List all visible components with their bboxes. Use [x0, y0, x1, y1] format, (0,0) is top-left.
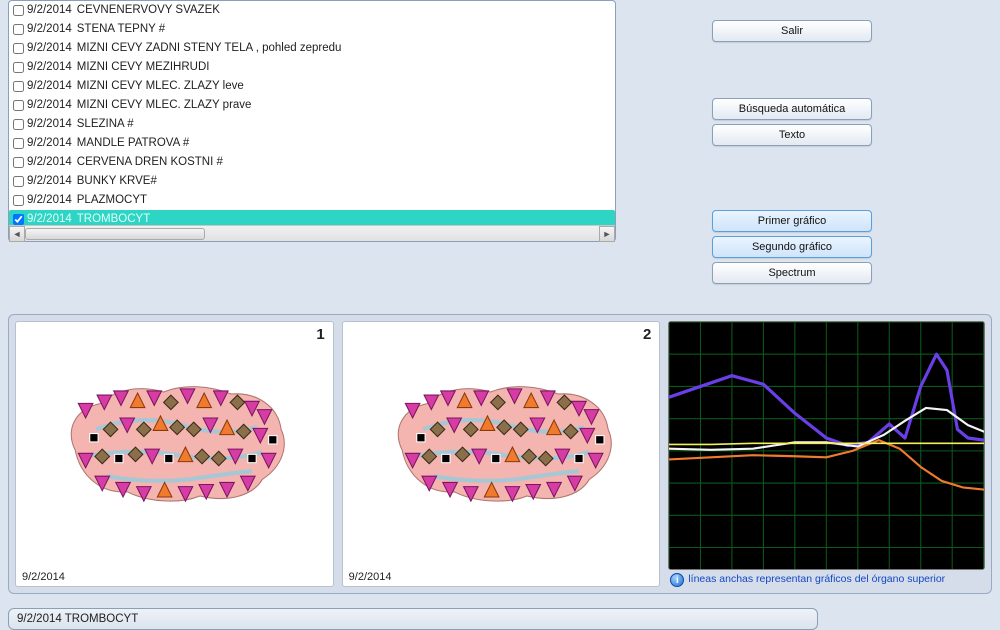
- row-date: 9/2/2014: [27, 40, 72, 57]
- row-date: 9/2/2014: [27, 211, 72, 225]
- scroll-left-arrow[interactable]: ◄: [9, 226, 25, 242]
- row-checkbox[interactable]: [13, 214, 24, 225]
- row-checkbox[interactable]: [13, 176, 24, 187]
- image-card-2[interactable]: 2 9/2/2014: [342, 321, 661, 587]
- row-checkbox[interactable]: [13, 62, 24, 73]
- row-checkbox[interactable]: [13, 43, 24, 54]
- row-date: 9/2/2014: [27, 135, 72, 152]
- row-checkbox[interactable]: [13, 5, 24, 16]
- row-date: 9/2/2014: [27, 21, 72, 38]
- image-date-1: 9/2/2014: [16, 568, 333, 586]
- row-date: 9/2/2014: [27, 97, 72, 114]
- row-checkbox[interactable]: [13, 24, 24, 35]
- row-checkbox[interactable]: [13, 100, 24, 111]
- spectrum-info-row: i líneas anchas representan gráficos del…: [668, 570, 985, 587]
- exit-button[interactable]: Salir: [712, 20, 872, 42]
- scroll-thumb[interactable]: [25, 228, 205, 240]
- results-list[interactable]: 9/2/2014 CEVNENERVOVY SVAZEK 9/2/2014 STENA…: [9, 1, 615, 225]
- list-row[interactable]: 9/2/2014 MANDLE PATROVA #: [9, 134, 615, 153]
- row-date: 9/2/2014: [27, 59, 72, 76]
- image-card-1[interactable]: 1 9/2/2014: [15, 321, 334, 587]
- row-label: STENA TEPNY #: [77, 21, 165, 38]
- organ-image-2: [343, 322, 660, 568]
- graphics-panel: 1 9/2/2014 2 9/2/2014 i líneas anchas re…: [8, 314, 992, 594]
- row-label: MIZNI CEVY MLEC. ZLAZY prave: [77, 97, 252, 114]
- row-checkbox[interactable]: [13, 81, 24, 92]
- row-date: 9/2/2014: [27, 192, 72, 209]
- row-date: 9/2/2014: [27, 2, 72, 19]
- row-date: 9/2/2014: [27, 173, 72, 190]
- scroll-right-arrow[interactable]: ►: [599, 226, 615, 242]
- row-label: PLAZMOCYT: [77, 192, 147, 209]
- spectrum-card: i líneas anchas representan gráficos del…: [668, 321, 985, 587]
- list-row[interactable]: 9/2/2014 MIZNI CEVY ZADNI STENY TELA , po…: [9, 39, 615, 58]
- row-label: BUNKY KRVE#: [77, 173, 157, 190]
- image-number-2: 2: [643, 326, 651, 343]
- list-horizontal-scrollbar[interactable]: ◄ ►: [9, 225, 615, 241]
- list-row[interactable]: 9/2/2014 TROMBOCYT: [9, 210, 615, 225]
- row-label: CERVENA DREN KOSTNI #: [77, 154, 223, 171]
- organ-image-1: [16, 322, 333, 568]
- list-row[interactable]: 9/2/2014 PLAZMOCYT: [9, 191, 615, 210]
- list-row[interactable]: 9/2/2014 CERVENA DREN KOSTNI #: [9, 153, 615, 172]
- spectrum-info-text: líneas anchas representan gráficos del ó…: [688, 573, 945, 585]
- row-label: MANDLE PATROVA #: [77, 135, 189, 152]
- second-chart-button[interactable]: Segundo gráfico: [712, 236, 872, 258]
- list-row[interactable]: 9/2/2014 MIZNI CEVY MEZIHRUDI: [9, 58, 615, 77]
- status-bar: 9/2/2014 TROMBOCYT: [8, 608, 818, 630]
- row-label: MIZNI CEVY MLEC. ZLAZY leve: [77, 78, 244, 95]
- info-icon: i: [670, 573, 684, 587]
- list-row[interactable]: 9/2/2014 STENA TEPNY #: [9, 20, 615, 39]
- row-label: CEVNENERVOVY SVAZEK: [77, 2, 220, 19]
- first-chart-button[interactable]: Primer gráfico: [712, 210, 872, 232]
- row-date: 9/2/2014: [27, 116, 72, 133]
- image-date-2: 9/2/2014: [343, 568, 660, 586]
- row-checkbox[interactable]: [13, 157, 24, 168]
- spectrum-button[interactable]: Spectrum: [712, 262, 872, 284]
- row-checkbox[interactable]: [13, 138, 24, 149]
- image-number-1: 1: [316, 326, 324, 343]
- list-row[interactable]: 9/2/2014 MIZNI CEVY MLEC. ZLAZY leve: [9, 77, 615, 96]
- list-row[interactable]: 9/2/2014 MIZNI CEVY MLEC. ZLAZY prave: [9, 96, 615, 115]
- text-button[interactable]: Texto: [712, 124, 872, 146]
- list-row[interactable]: 9/2/2014 SLEZINA #: [9, 115, 615, 134]
- row-label: TROMBOCYT: [77, 211, 150, 225]
- row-label: SLEZINA #: [77, 116, 134, 133]
- auto-search-button[interactable]: Búsqueda automática: [712, 98, 872, 120]
- list-row[interactable]: 9/2/2014 CEVNENERVOVY SVAZEK: [9, 1, 615, 20]
- row-checkbox[interactable]: [13, 119, 24, 130]
- row-label: MIZNI CEVY ZADNI STENY TELA , pohled zep…: [77, 40, 342, 57]
- list-row[interactable]: 9/2/2014 BUNKY KRVE#: [9, 172, 615, 191]
- row-checkbox[interactable]: [13, 195, 24, 206]
- row-date: 9/2/2014: [27, 154, 72, 171]
- right-button-column: Salir Búsqueda automática Texto Primer g…: [616, 0, 992, 284]
- results-list-panel: 9/2/2014 CEVNENERVOVY SVAZEK 9/2/2014 STENA…: [8, 0, 616, 242]
- row-date: 9/2/2014: [27, 78, 72, 95]
- spectrum-chart[interactable]: [668, 321, 985, 570]
- row-label: MIZNI CEVY MEZIHRUDI: [77, 59, 210, 76]
